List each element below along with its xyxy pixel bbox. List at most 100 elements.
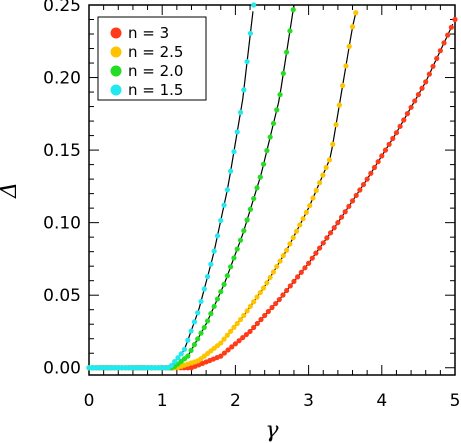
data-point xyxy=(260,161,267,167)
legend-label: n = 2.5 xyxy=(128,43,183,61)
y-tick-label: 0.10 xyxy=(43,214,81,234)
data-point xyxy=(198,298,204,305)
data-point xyxy=(270,269,277,275)
data-point xyxy=(274,263,280,270)
data-point xyxy=(267,274,273,281)
data-point xyxy=(297,222,303,228)
data-point xyxy=(234,129,240,135)
data-point xyxy=(313,250,319,256)
data-point xyxy=(201,286,207,292)
data-point xyxy=(415,92,421,98)
data-point xyxy=(240,335,246,341)
data-point xyxy=(265,308,271,315)
legend-marker xyxy=(110,65,122,77)
data-point xyxy=(204,318,211,324)
data-point xyxy=(423,79,429,85)
data-point xyxy=(208,261,214,267)
data-point xyxy=(316,180,323,186)
data-point xyxy=(346,203,352,209)
data-point xyxy=(236,338,242,344)
data-point xyxy=(264,148,270,154)
data-point xyxy=(280,70,286,76)
data-point xyxy=(175,355,181,361)
x-axis-title: γ xyxy=(265,418,279,443)
data-point xyxy=(214,233,221,239)
data-point xyxy=(306,260,312,266)
data-point xyxy=(247,328,253,335)
data-point xyxy=(241,87,247,93)
data-point xyxy=(379,153,385,159)
data-point xyxy=(251,2,257,8)
data-point xyxy=(211,303,217,309)
data-point xyxy=(300,216,306,222)
data-point xyxy=(185,353,191,359)
data-point xyxy=(280,292,286,298)
data-point xyxy=(397,123,403,129)
data-point xyxy=(221,202,227,208)
data-point xyxy=(257,174,263,180)
data-point xyxy=(237,316,244,323)
data-point xyxy=(231,255,237,261)
data-point xyxy=(267,134,273,140)
data-points xyxy=(86,2,458,371)
data-point xyxy=(244,308,250,314)
legend-label: n = 3 xyxy=(128,24,169,42)
data-point xyxy=(404,111,411,117)
data-point xyxy=(234,246,240,252)
data-point xyxy=(191,342,198,348)
data-point xyxy=(375,159,381,165)
data-point xyxy=(247,303,254,309)
data-point xyxy=(353,192,359,199)
data-point xyxy=(254,320,260,327)
data-point xyxy=(346,43,352,49)
data-point xyxy=(302,265,308,271)
data-point xyxy=(225,347,231,353)
data-point xyxy=(168,362,174,369)
data-point xyxy=(441,40,447,46)
data-point xyxy=(251,299,257,305)
data-point xyxy=(371,164,378,171)
data-point xyxy=(393,130,400,136)
x-tick-label: 2 xyxy=(230,391,241,411)
x-tick-label: 3 xyxy=(303,391,314,411)
data-point xyxy=(324,235,330,241)
data-point xyxy=(390,135,396,142)
data-point xyxy=(251,195,257,202)
data-point xyxy=(218,340,224,346)
data-point xyxy=(231,324,237,331)
data-point xyxy=(269,304,275,311)
data-point xyxy=(274,107,280,113)
axis-ticks xyxy=(88,4,456,375)
y-tick-label: 0.15 xyxy=(43,141,81,161)
data-point xyxy=(191,319,198,325)
data-point xyxy=(257,289,263,296)
data-point xyxy=(430,63,436,69)
x-tick-label: 0 xyxy=(84,391,95,411)
data-point xyxy=(204,274,211,280)
data-point xyxy=(237,109,244,115)
data-point xyxy=(448,24,454,30)
data-point xyxy=(310,195,316,201)
data-point xyxy=(234,320,240,327)
data-point xyxy=(195,336,201,342)
data-point xyxy=(188,347,194,353)
legend-items: n = 3n = 2.5n = 2.0n = 1.5 xyxy=(110,24,183,99)
data-point xyxy=(208,311,214,317)
data-point xyxy=(264,280,270,286)
data-point xyxy=(303,209,309,215)
x-tick-labels: 0 1 2 3 4 5 xyxy=(84,391,461,411)
data-point xyxy=(401,117,407,123)
y-tick-label: 0.00 xyxy=(43,359,81,379)
data-point xyxy=(243,331,249,338)
data-point xyxy=(445,32,451,38)
data-point xyxy=(452,16,458,23)
data-point xyxy=(195,310,201,316)
data-point xyxy=(287,241,293,247)
data-point xyxy=(244,217,250,223)
y-tick-label: 0.20 xyxy=(43,69,81,89)
data-point xyxy=(333,122,339,128)
legend-marker xyxy=(110,27,122,39)
data-point xyxy=(273,300,279,307)
data-point xyxy=(353,10,359,16)
data-point xyxy=(218,289,224,295)
